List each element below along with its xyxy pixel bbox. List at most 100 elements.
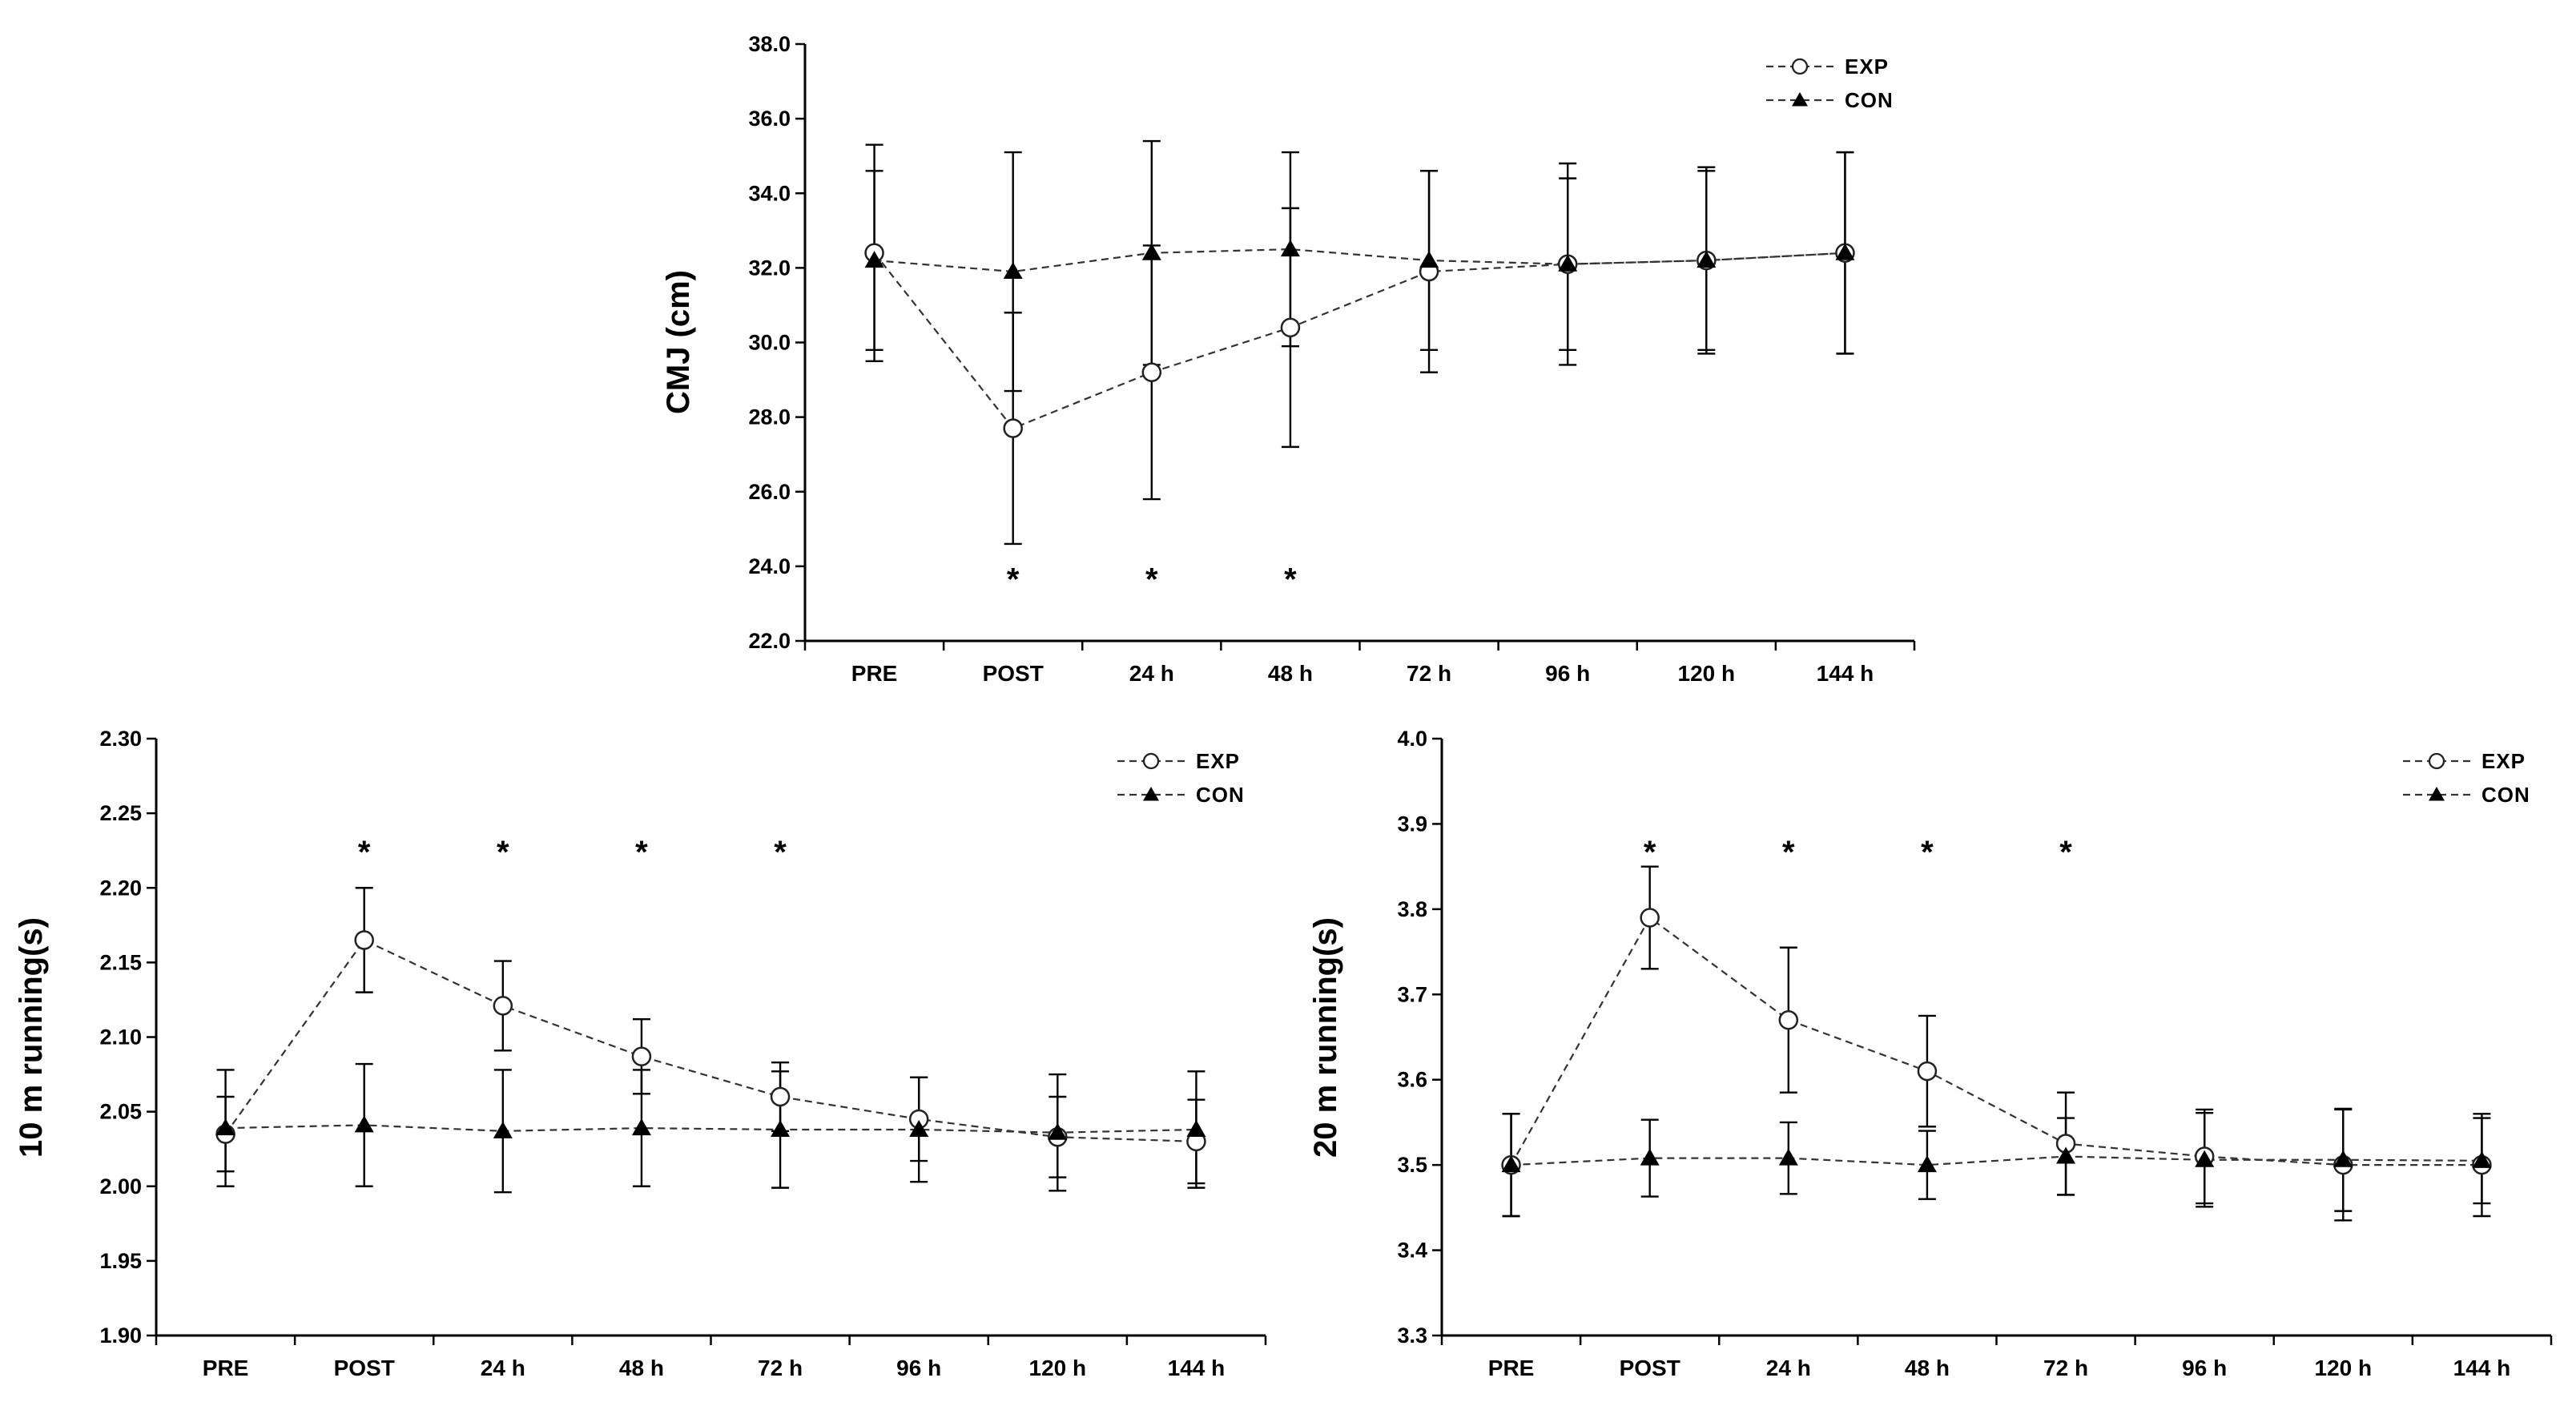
data-point-exp (1640, 908, 1660, 928)
y-tick-label: 28.0 (748, 405, 791, 429)
x-tick-label: 48 h (619, 1356, 664, 1380)
x-tick-label: 144 h (2453, 1356, 2511, 1380)
x-tick-label: POST (1620, 1356, 1680, 1380)
x-tick-label: 72 h (758, 1356, 803, 1380)
legend-marker-circle (1142, 752, 1160, 770)
y-tick-label: 1.90 (99, 1323, 142, 1348)
y-tick-label: 3.7 (1397, 982, 1427, 1006)
data-point-exp (770, 1086, 791, 1107)
series-line-con (874, 248, 1845, 273)
data-point-con (2056, 1146, 2076, 1164)
legend-item-exp: EXP (1766, 54, 1889, 79)
y-tick-label: 30.0 (748, 331, 791, 355)
y-tick-label: 3.5 (1397, 1153, 1427, 1177)
y-tick-label: 3.3 (1397, 1323, 1427, 1348)
x-tick-label: 120 h (2315, 1356, 2373, 1380)
data-point-con (1186, 1119, 1206, 1137)
legend-label: EXP (1845, 54, 1889, 79)
x-tick-label: PRE (1488, 1356, 1535, 1380)
data-point-con (1778, 1148, 1798, 1166)
y-tick-label: 3.6 (1397, 1068, 1427, 1092)
y-tick-label: 2.05 (99, 1100, 142, 1124)
y-tick-label: 22.0 (748, 629, 791, 653)
significance-marker: * (1644, 835, 1656, 870)
y-tick-label: 2.30 (99, 727, 142, 751)
data-point-con (909, 1119, 929, 1137)
data-point-exp (493, 996, 513, 1016)
data-point-con (1501, 1155, 1521, 1173)
legend-marker-circle (1791, 58, 1809, 75)
data-point-exp (1141, 362, 1162, 382)
cmj-chart: 22.0 24.0 26.0 28.0 30.0 32.0 34.0 36.0 38.0 PRE P… (661, 32, 1916, 686)
run20-chart: 3.3 3.4 3.5 3.6 3.7 3.8 3.9 4.0 PRE POST 24 h 48 h 7… (1308, 727, 2553, 1380)
data-point-exp (354, 930, 374, 950)
x-tick-label: PRE (851, 661, 898, 686)
legend-label: CON (1845, 88, 1894, 112)
x-tick-label: 144 h (1817, 661, 1874, 686)
significance-marker: * (635, 835, 648, 870)
legend-label: EXP (1196, 749, 1240, 773)
significance-marker: * (1007, 562, 1020, 598)
data-point-con (1048, 1122, 1068, 1140)
y-tick-label: 4.0 (1397, 727, 1427, 751)
significance-marker: * (1921, 835, 1934, 870)
data-point-con (2472, 1150, 2492, 1168)
legend: EXP CON (1766, 54, 1894, 112)
x-tick-label: 96 h (1545, 661, 1590, 686)
data-point-con (1640, 1148, 1660, 1166)
significance-marker: * (1145, 562, 1158, 598)
data-point-con (1003, 262, 1023, 280)
series-line-con (1511, 1155, 2482, 1166)
legend-marker-triangle (1792, 92, 1808, 107)
x-tick-label: POST (983, 661, 1044, 686)
y-tick-label: 3.4 (1397, 1239, 1427, 1263)
y-tick-label: 32.0 (748, 256, 791, 280)
legend-marker-circle (2428, 752, 2445, 770)
y-axis-label: 10 m running(s) (14, 917, 49, 1158)
data-point-con (1697, 251, 1717, 268)
data-point-exp (1280, 317, 1301, 338)
data-point-con (631, 1118, 651, 1136)
y-tick-label: 2.10 (99, 1025, 142, 1049)
data-point-con (1917, 1155, 1937, 1173)
data-point-con (1280, 240, 1300, 257)
y-tick-label: 3.9 (1397, 812, 1427, 836)
series-line-exp (1510, 916, 2482, 1166)
series-line-exp (224, 939, 1197, 1142)
y-tick-label: 2.15 (99, 950, 142, 974)
data-point-exp (631, 1046, 652, 1066)
y-tick-label: 2.00 (99, 1174, 142, 1199)
x-tick-label: 72 h (1407, 661, 1451, 686)
y-tick-label: 2.20 (99, 876, 142, 900)
legend-item-exp: EXP (1117, 749, 1240, 773)
y-tick-label: 3.8 (1397, 897, 1427, 921)
data-point-con (2195, 1150, 2215, 1167)
x-tick-label: 96 h (2182, 1356, 2227, 1380)
legend-item-con: CON (2403, 783, 2530, 807)
x-tick-label: 72 h (2043, 1356, 2088, 1380)
data-point-con (493, 1121, 513, 1138)
x-tick-label: 120 h (1029, 1356, 1087, 1380)
legend-item-exp: EXP (2403, 749, 2526, 773)
x-tick-label: 96 h (896, 1356, 941, 1380)
legend-marker-triangle (1143, 787, 1159, 801)
data-point-con (1141, 243, 1161, 260)
y-tick-label: 34.0 (748, 181, 791, 205)
legend-label: CON (2481, 783, 2530, 807)
legend-label: CON (1196, 783, 1245, 807)
data-point-exp (1917, 1061, 1938, 1082)
y-tick-label: 2.25 (99, 801, 142, 825)
y-tick-label: 38.0 (748, 32, 791, 56)
legend-label: EXP (2481, 749, 2526, 773)
series-line-exp (873, 252, 1845, 429)
data-point-con (2333, 1150, 2353, 1167)
x-tick-label: PRE (203, 1356, 249, 1380)
data-point-exp (1778, 1009, 1799, 1030)
significance-marker: * (1782, 835, 1795, 870)
y-axis-label: CMJ (cm) (661, 270, 696, 414)
x-tick-label: 24 h (1129, 661, 1174, 686)
data-point-con (771, 1119, 791, 1137)
y-tick-label: 24.0 (748, 554, 791, 578)
data-point-con (354, 1115, 374, 1133)
data-point-exp (1003, 418, 1023, 438)
